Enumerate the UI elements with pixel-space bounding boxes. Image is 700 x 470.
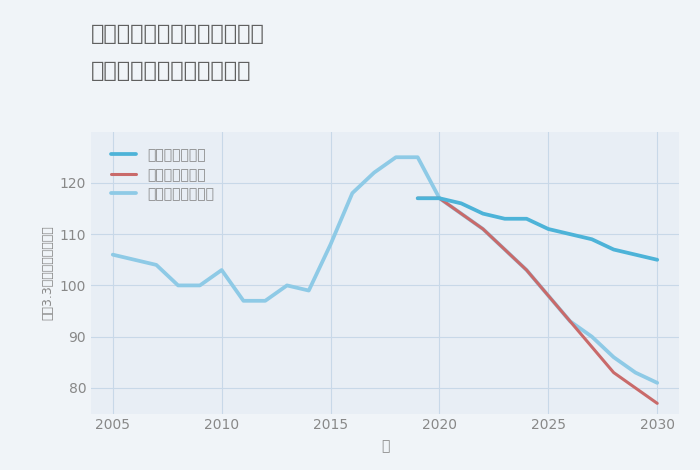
- グッドシナリオ: [522, 216, 531, 221]
- グッドシナリオ: [544, 226, 552, 232]
- ノーマルシナリオ: [283, 282, 291, 288]
- Text: 中古マンションの価格推移: 中古マンションの価格推移: [91, 61, 251, 81]
- バッドシナリオ: [457, 211, 466, 217]
- Line: グッドシナリオ: グッドシナリオ: [418, 198, 657, 260]
- グッドシナリオ: [479, 211, 487, 217]
- グッドシナリオ: [631, 252, 640, 258]
- グッドシナリオ: [414, 196, 422, 201]
- グッドシナリオ: [435, 196, 444, 201]
- バッドシナリオ: [631, 385, 640, 391]
- ノーマルシナリオ: [522, 267, 531, 273]
- グッドシナリオ: [500, 216, 509, 221]
- バッドシナリオ: [544, 293, 552, 298]
- ノーマルシナリオ: [392, 155, 400, 160]
- ノーマルシナリオ: [261, 298, 270, 304]
- Text: 愛知県稲沢市祖父江町四貫の: 愛知県稲沢市祖父江町四貫の: [91, 24, 265, 44]
- バッドシナリオ: [479, 226, 487, 232]
- ノーマルシナリオ: [174, 282, 182, 288]
- ノーマルシナリオ: [653, 380, 662, 386]
- ノーマルシナリオ: [239, 298, 248, 304]
- バッドシナリオ: [500, 247, 509, 252]
- ノーマルシナリオ: [610, 354, 618, 360]
- ノーマルシナリオ: [304, 288, 313, 293]
- ノーマルシナリオ: [348, 190, 356, 196]
- Line: バッドシナリオ: バッドシナリオ: [418, 198, 657, 403]
- バッドシナリオ: [566, 319, 574, 324]
- バッドシナリオ: [414, 196, 422, 201]
- バッドシナリオ: [435, 196, 444, 201]
- バッドシナリオ: [610, 370, 618, 376]
- Line: ノーマルシナリオ: ノーマルシナリオ: [113, 157, 657, 383]
- グッドシナリオ: [566, 231, 574, 237]
- ノーマルシナリオ: [479, 226, 487, 232]
- ノーマルシナリオ: [544, 293, 552, 298]
- ノーマルシナリオ: [566, 319, 574, 324]
- Legend: グッドシナリオ, バッドシナリオ, ノーマルシナリオ: グッドシナリオ, バッドシナリオ, ノーマルシナリオ: [104, 141, 220, 208]
- バッドシナリオ: [653, 400, 662, 406]
- グッドシナリオ: [457, 201, 466, 206]
- ノーマルシナリオ: [130, 257, 139, 263]
- ノーマルシナリオ: [414, 155, 422, 160]
- X-axis label: 年: 年: [381, 439, 389, 454]
- バッドシナリオ: [588, 344, 596, 350]
- グッドシナリオ: [610, 247, 618, 252]
- ノーマルシナリオ: [457, 211, 466, 217]
- ノーマルシナリオ: [631, 370, 640, 376]
- ノーマルシナリオ: [108, 252, 117, 258]
- ノーマルシナリオ: [370, 170, 378, 175]
- ノーマルシナリオ: [588, 334, 596, 339]
- バッドシナリオ: [522, 267, 531, 273]
- ノーマルシナリオ: [196, 282, 204, 288]
- ノーマルシナリオ: [218, 267, 226, 273]
- グッドシナリオ: [588, 236, 596, 242]
- ノーマルシナリオ: [152, 262, 160, 268]
- グッドシナリオ: [653, 257, 662, 263]
- ノーマルシナリオ: [435, 196, 444, 201]
- ノーマルシナリオ: [500, 247, 509, 252]
- Y-axis label: 坪（3.3㎡）単価（万円）: 坪（3.3㎡）単価（万円）: [41, 225, 54, 320]
- ノーマルシナリオ: [326, 242, 335, 247]
